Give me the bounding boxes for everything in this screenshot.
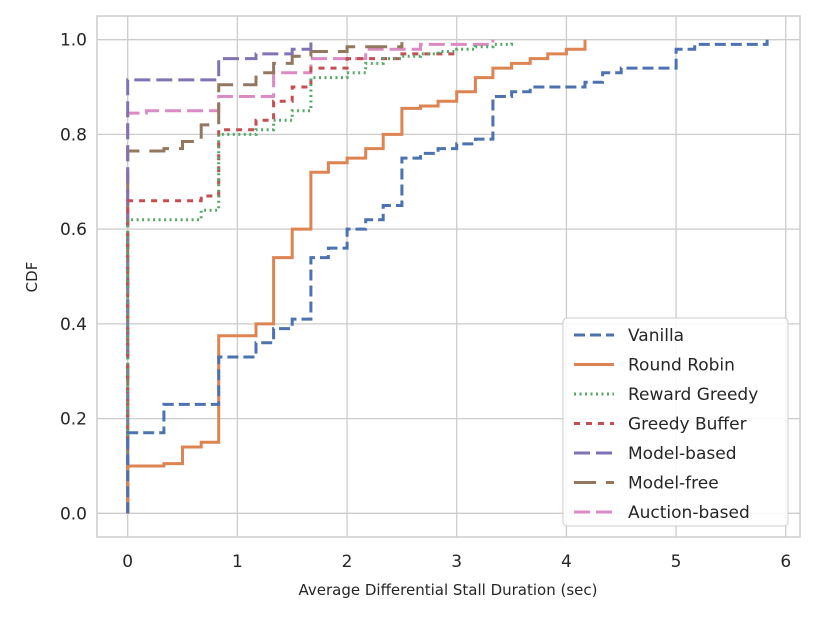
- legend-label: Auction-based: [628, 503, 750, 523]
- legend-label: Model-based: [628, 444, 737, 464]
- x-tick-label: 4: [561, 552, 572, 572]
- y-tick-label: 0.0: [60, 504, 87, 524]
- x-axis-label: Average Differential Stall Duration (sec…: [298, 581, 597, 599]
- series-line-model-based: [126, 39, 313, 514]
- x-tick-label: 0: [122, 552, 133, 572]
- legend-label: Round Robin: [628, 356, 735, 376]
- series-line-auction-based: [126, 39, 495, 514]
- y-tick-label: 0.2: [60, 410, 87, 430]
- legend-label: Vanilla: [628, 326, 684, 346]
- legend-label: Greedy Buffer: [628, 415, 747, 435]
- legend: Vanilla Round Robin Reward Greedy Greedy Bu…: [562, 317, 789, 527]
- y-tick-label: 0.4: [60, 315, 87, 335]
- y-tick-label: 0.6: [60, 220, 87, 240]
- x-tick-label: 2: [342, 552, 353, 572]
- tick-layer: 0 1 2 3 4 5 6 0.0 0.2 0.4 0.6 0.8 1.0: [60, 31, 791, 572]
- y-tick-label: 1.0: [60, 31, 87, 51]
- y-tick-label: 0.8: [60, 125, 87, 145]
- series-line-model-free: [126, 42, 404, 514]
- x-tick-label: 3: [451, 552, 462, 572]
- x-tick-label: 1: [232, 552, 243, 572]
- y-axis-label: CDF: [23, 262, 41, 293]
- legend-label: Reward Greedy: [628, 385, 758, 405]
- legend-label: Model-free: [628, 474, 719, 494]
- series-layer: [126, 39, 769, 514]
- legend-box: [562, 317, 789, 527]
- series-line-round-robin: [126, 39, 587, 514]
- series-line-vanilla: [126, 39, 769, 514]
- x-tick-label: 5: [671, 552, 682, 572]
- x-tick-label: 6: [780, 552, 791, 572]
